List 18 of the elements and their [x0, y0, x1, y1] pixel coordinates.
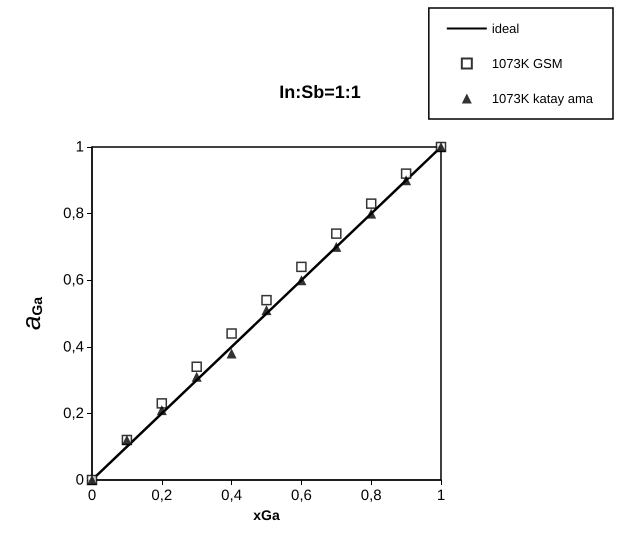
legend-label: ideal: [492, 21, 520, 36]
y-tick-label: 0,6: [63, 272, 84, 289]
x-tick-label: 0,4: [221, 487, 242, 504]
y-tick-label: 1: [76, 138, 84, 156]
y-tick-label: 0: [76, 472, 84, 488]
x-tick-label: 0,8: [360, 487, 382, 504]
x-tick-label: 0: [88, 487, 96, 504]
legend-label: 1073K GSM: [492, 56, 563, 71]
x-tick-label: 1: [436, 487, 446, 504]
y-tick-label: 0,8: [63, 205, 84, 222]
legend-label: 1073K katay ama: [492, 91, 594, 106]
x-tick-label: 0,2: [151, 487, 172, 504]
x-axis-title: xGa: [253, 506, 280, 523]
y-axis-title: aGa: [16, 296, 46, 330]
y-tick-label: 0,2: [63, 404, 84, 422]
chart-title: In:Sb=1:1: [279, 82, 361, 102]
x-tick-label: 0,6: [290, 487, 312, 504]
y-tick-label: 0,4: [63, 338, 84, 356]
